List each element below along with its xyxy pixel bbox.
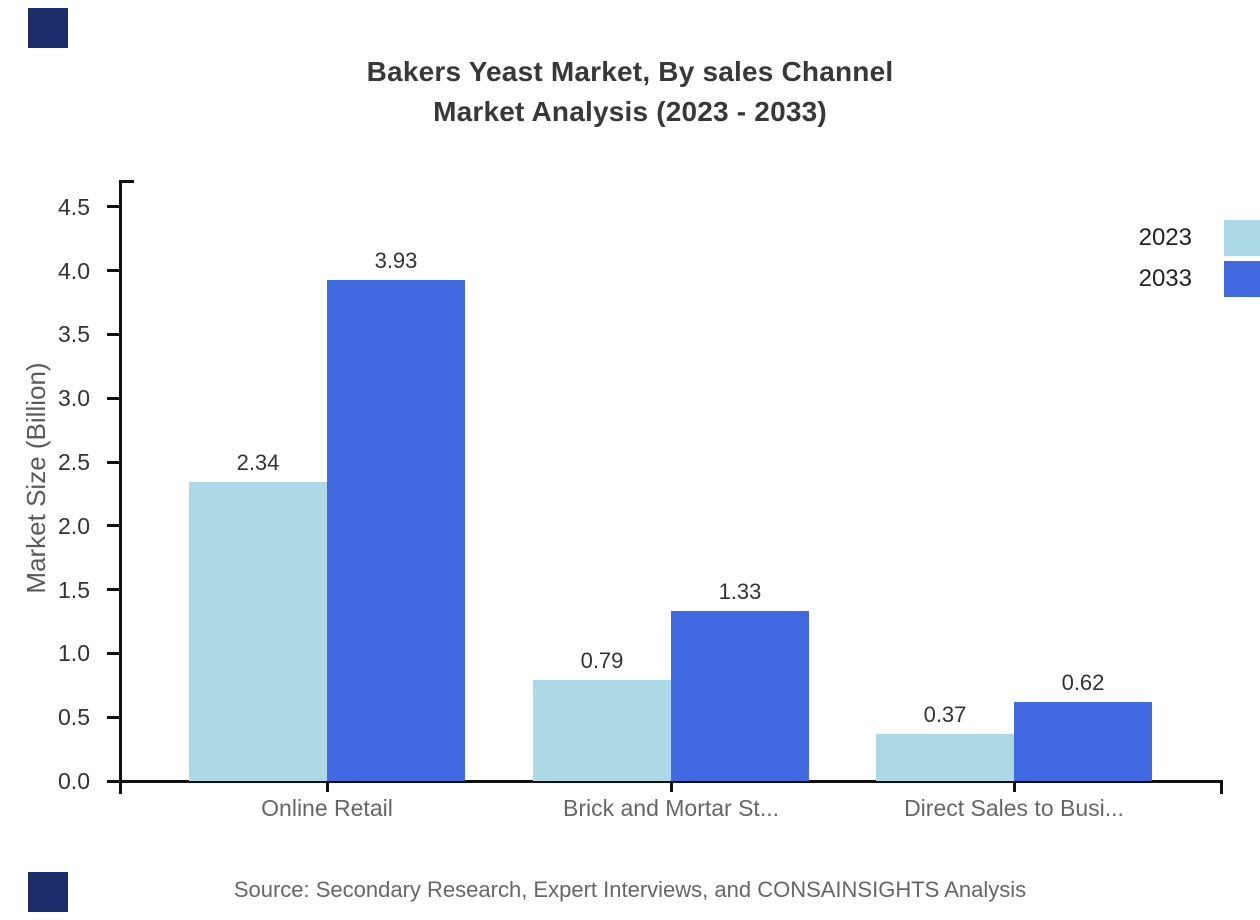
corner-accent-top-left xyxy=(28,8,68,48)
category-label: Online Retail xyxy=(261,795,393,821)
y-tick-label: 4.0 xyxy=(58,257,90,284)
y-axis-tick xyxy=(106,779,119,783)
x-axis-tick xyxy=(325,781,329,792)
y-axis-tick xyxy=(106,460,119,464)
category-label: Brick and Mortar St... xyxy=(562,795,779,821)
bar-value-label: 0.62 xyxy=(1061,669,1105,695)
bar-value-label: 3.93 xyxy=(374,247,418,273)
x-axis-tick xyxy=(669,781,673,792)
y-axis-tick xyxy=(106,651,119,655)
bar-value-label: 2.34 xyxy=(236,450,280,476)
y-axis-tick xyxy=(106,269,119,273)
y-tick-label: 2.5 xyxy=(58,449,90,475)
chart-title-line1: Bakers Yeast Market, By sales Channel xyxy=(366,56,894,87)
bar-2033-0 xyxy=(327,279,465,781)
bar-2033-2 xyxy=(1014,701,1152,781)
x-axis-end-tick xyxy=(1219,779,1223,794)
chart-title-line2: Market Analysis (2023 - 2033) xyxy=(433,96,827,127)
category-label: Direct Sales to Busi... xyxy=(904,795,1124,821)
y-tick-label: 0.5 xyxy=(58,704,90,731)
bar-value-label: 1.33 xyxy=(718,579,762,605)
x-axis-tick xyxy=(1012,781,1016,792)
bar-value-label: 0.79 xyxy=(580,648,624,674)
bar-value-label: 0.37 xyxy=(923,701,967,727)
bar-2023-0 xyxy=(189,482,327,781)
y-axis-tick xyxy=(106,588,119,592)
y-tick-label: 3.5 xyxy=(58,321,90,348)
y-axis-top-cap xyxy=(120,180,134,183)
source-note: Source: Secondary Research, Expert Inter… xyxy=(233,877,1027,902)
y-tick-label: 4.5 xyxy=(58,193,90,220)
y-tick-label: 2.0 xyxy=(58,512,90,539)
bar-2023-2 xyxy=(876,733,1014,781)
y-axis-tick xyxy=(106,205,119,209)
y-tick-label: 1.5 xyxy=(58,576,90,603)
y-tick-label: 0.0 xyxy=(58,768,90,794)
chart-title: Bakers Yeast Market, By sales Channel Ma… xyxy=(0,52,1260,132)
y-axis-tick xyxy=(106,332,119,336)
y-axis-line xyxy=(118,180,122,794)
corner-accent-bottom-left xyxy=(28,872,68,912)
y-tick-label: 3.0 xyxy=(58,385,90,412)
y-axis-tick xyxy=(106,396,119,400)
y-axis-tick xyxy=(106,524,119,528)
bar-2023-1 xyxy=(533,680,671,781)
y-tick-label: 1.0 xyxy=(58,640,90,667)
bar-2033-1 xyxy=(671,611,809,781)
y-axis-tick xyxy=(106,715,119,719)
